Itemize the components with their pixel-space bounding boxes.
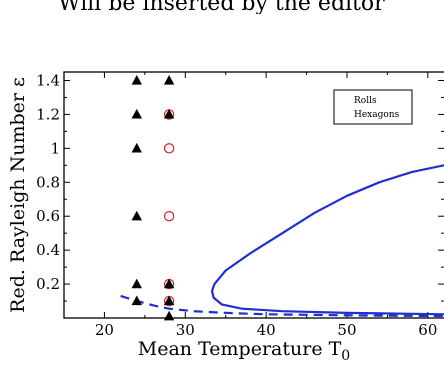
plot-border xyxy=(63,71,444,319)
hexagons-point xyxy=(131,74,142,85)
x-axis-label: Mean Temperature T0 xyxy=(138,338,350,364)
y-tick-label: 1 xyxy=(50,139,60,157)
y-tick-label: 1.2 xyxy=(36,105,60,123)
hexagons-point xyxy=(163,278,175,289)
x-tick-label: 40 xyxy=(257,321,276,339)
x-axis-label-subscript: 0 xyxy=(341,348,350,364)
y-axis-label: Red. Rayleigh Number ε xyxy=(7,77,29,313)
x-tick-label: 20 xyxy=(95,321,114,339)
legend: Rolls Hexagons xyxy=(333,89,413,125)
hexagons-point xyxy=(163,295,175,306)
y-tick-label: 1.4 xyxy=(36,71,60,89)
solid-curve xyxy=(210,164,444,316)
x-tick-label: 30 xyxy=(176,321,195,339)
marker-layer xyxy=(131,74,351,321)
editor-banner-text: Will be inserted by the editor xyxy=(58,0,385,14)
y-tick-label: 0.4 xyxy=(36,241,60,259)
editor-banner: Will be inserted by the editor xyxy=(0,0,444,14)
hexagons-point xyxy=(163,108,175,119)
hexagons-point xyxy=(131,278,142,289)
rolls-point xyxy=(163,143,175,154)
hexagons-point xyxy=(131,108,142,119)
hexagons-point xyxy=(131,142,142,153)
dashed-curve xyxy=(120,294,444,318)
legend-box xyxy=(333,89,413,125)
y-tick-label: 0.2 xyxy=(36,275,60,293)
curve-layer xyxy=(120,164,444,318)
y-tick-label: 0.6 xyxy=(36,207,60,225)
hexagons-point xyxy=(131,295,142,306)
hexagons-point xyxy=(163,310,175,321)
x-tick-label: 60 xyxy=(418,321,437,339)
rolls-point xyxy=(163,211,175,222)
hexagons-point xyxy=(163,74,175,85)
hexagons-point xyxy=(131,210,142,221)
x-tick-label: 50 xyxy=(337,321,356,339)
legend-hexagons-label: Hexagons xyxy=(354,110,400,120)
y-tick-label: 0.8 xyxy=(36,173,60,191)
axis-labels: 20 30 40 50 60 0.2 0.4 0.6 0.8 1 1.2 1.4 Mean Temper… xyxy=(7,71,437,364)
legend-rolls-label: Rolls xyxy=(354,96,377,106)
